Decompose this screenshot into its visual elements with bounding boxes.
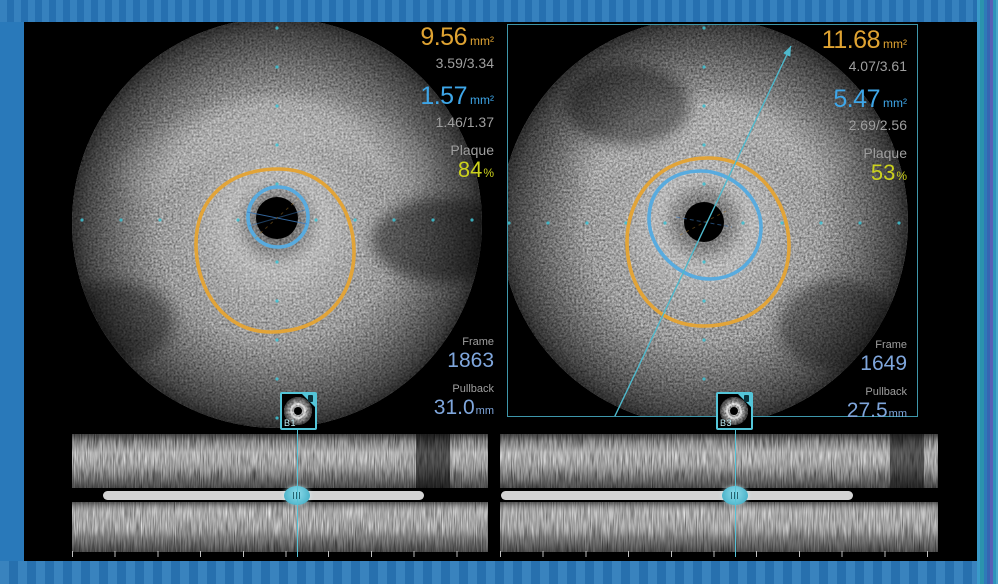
pullback-scrollbar-track[interactable] — [103, 491, 424, 500]
window-frame-left — [0, 0, 24, 584]
frame-info-left: Frame 1863 Pullback 31.0mm — [434, 336, 494, 423]
plaque-unit: % — [483, 166, 494, 180]
ivus-cross-section-right[interactable] — [508, 25, 917, 416]
bookmark-icon — [744, 395, 749, 402]
cut-plane-arrow[interactable] — [614, 45, 792, 416]
pullback-unit: mm — [475, 405, 494, 417]
lumen-area-unit: mm² — [470, 93, 494, 107]
window-frame-right-stripes — [977, 0, 998, 584]
plaque-label: Plaque — [863, 145, 907, 161]
plaque-value-row: 53% — [822, 160, 907, 186]
axis-dots-horizontal — [80, 218, 474, 222]
plaque-value: 84 — [457, 157, 483, 182]
lumen-area-unit: mm² — [883, 96, 907, 110]
window-frame-top — [0, 0, 998, 22]
bookmark-thumbnail-b1[interactable]: B1 — [280, 392, 317, 430]
longitudinal-strip-bottom[interactable] — [500, 502, 938, 552]
ivus-cross-section-left[interactable] — [24, 22, 507, 432]
pullback-ruler-ticks — [500, 551, 938, 557]
pullback-value-row: 31.0mm — [434, 396, 494, 423]
frame-value: 1649 — [860, 352, 907, 375]
pullback-value: 31.0 — [433, 396, 475, 419]
longitudinal-strip-top[interactable] — [500, 434, 938, 488]
bookmark-label: B3 — [720, 418, 733, 428]
pullback-ruler-ticks — [72, 551, 488, 557]
longitudinal-view-left[interactable] — [72, 434, 488, 557]
frame-cursor-left[interactable] — [297, 430, 298, 557]
pullback-label: Pullback — [865, 386, 907, 398]
lumen-area-row: 5.47 mm² — [822, 86, 907, 116]
measurement-readout-right: 11.68 mm² 4.07/3.61 5.47 mm² 2.69/2.56 Pla… — [822, 27, 907, 186]
pullback-unit: mm — [888, 408, 907, 420]
bookmark-thumbnail-b3[interactable]: B3 — [716, 392, 753, 430]
lumen-diameters: 1.46/1.37 — [435, 114, 494, 130]
ivus-panel-right-selected[interactable]: 11.68 mm² 4.07/3.61 5.47 mm² 2.69/2.56 Pla… — [507, 24, 918, 422]
bookmark-icon — [308, 395, 313, 402]
plaque-value-row: 84% — [420, 157, 494, 183]
lumen-contour — [647, 169, 763, 281]
plaque-value: 53 — [870, 160, 896, 185]
diameter-crosshair — [246, 197, 308, 239]
vessel-contour — [625, 156, 791, 328]
pullback-label: Pullback — [452, 383, 494, 395]
vessel-area-unit: mm² — [470, 34, 494, 48]
measurement-readout-left: 9.56 mm² 3.59/3.34 1.57 mm² 1.46/1.37 Plaq… — [420, 24, 494, 183]
longitudinal-view-right[interactable] — [500, 434, 938, 557]
pullback-value: 27.5 — [846, 399, 888, 422]
frame-label: Frame — [462, 336, 494, 348]
vessel-area-unit: mm² — [883, 37, 907, 51]
ivus-panel-left[interactable]: 9.56 mm² 3.59/3.34 1.57 mm² 1.46/1.37 Plaq… — [24, 22, 507, 432]
frame-value: 1863 — [447, 349, 494, 372]
longitudinal-strip-top[interactable] — [72, 434, 488, 488]
vessel-area-value: 11.68 — [821, 26, 881, 54]
bookmark-mini-image — [720, 397, 748, 425]
frame-info-right: Frame 1649 Pullback 27.5mm — [847, 339, 907, 426]
lumen-contour — [246, 185, 310, 249]
diameter-crosshair — [675, 208, 733, 236]
vessel-diameters: 4.07/3.61 — [848, 58, 907, 74]
vessel-area-row: 9.56 mm² — [420, 24, 494, 54]
vessel-contour — [194, 167, 356, 334]
pullback-value-row: 27.5mm — [847, 399, 907, 426]
longitudinal-strip-bottom[interactable] — [72, 502, 488, 552]
vessel-area-value: 9.56 — [420, 23, 467, 51]
bookmark-label: B1 — [284, 418, 297, 428]
pullback-scrollbar-track[interactable] — [501, 491, 853, 500]
lumen-area-value: 1.57 — [420, 82, 467, 110]
vessel-area-row: 11.68 mm² — [822, 27, 907, 57]
plaque-label: Plaque — [450, 142, 494, 158]
frame-label: Frame — [875, 339, 907, 351]
plaque-unit: % — [896, 169, 907, 183]
window-frame-bottom — [0, 561, 998, 584]
frame-cursor-right[interactable] — [735, 430, 736, 557]
lumen-area-value: 5.47 — [833, 85, 880, 113]
vessel-diameters: 3.59/3.34 — [435, 55, 494, 71]
lumen-diameters: 2.69/2.56 — [848, 117, 907, 133]
lumen-area-row: 1.57 mm² — [420, 83, 494, 113]
